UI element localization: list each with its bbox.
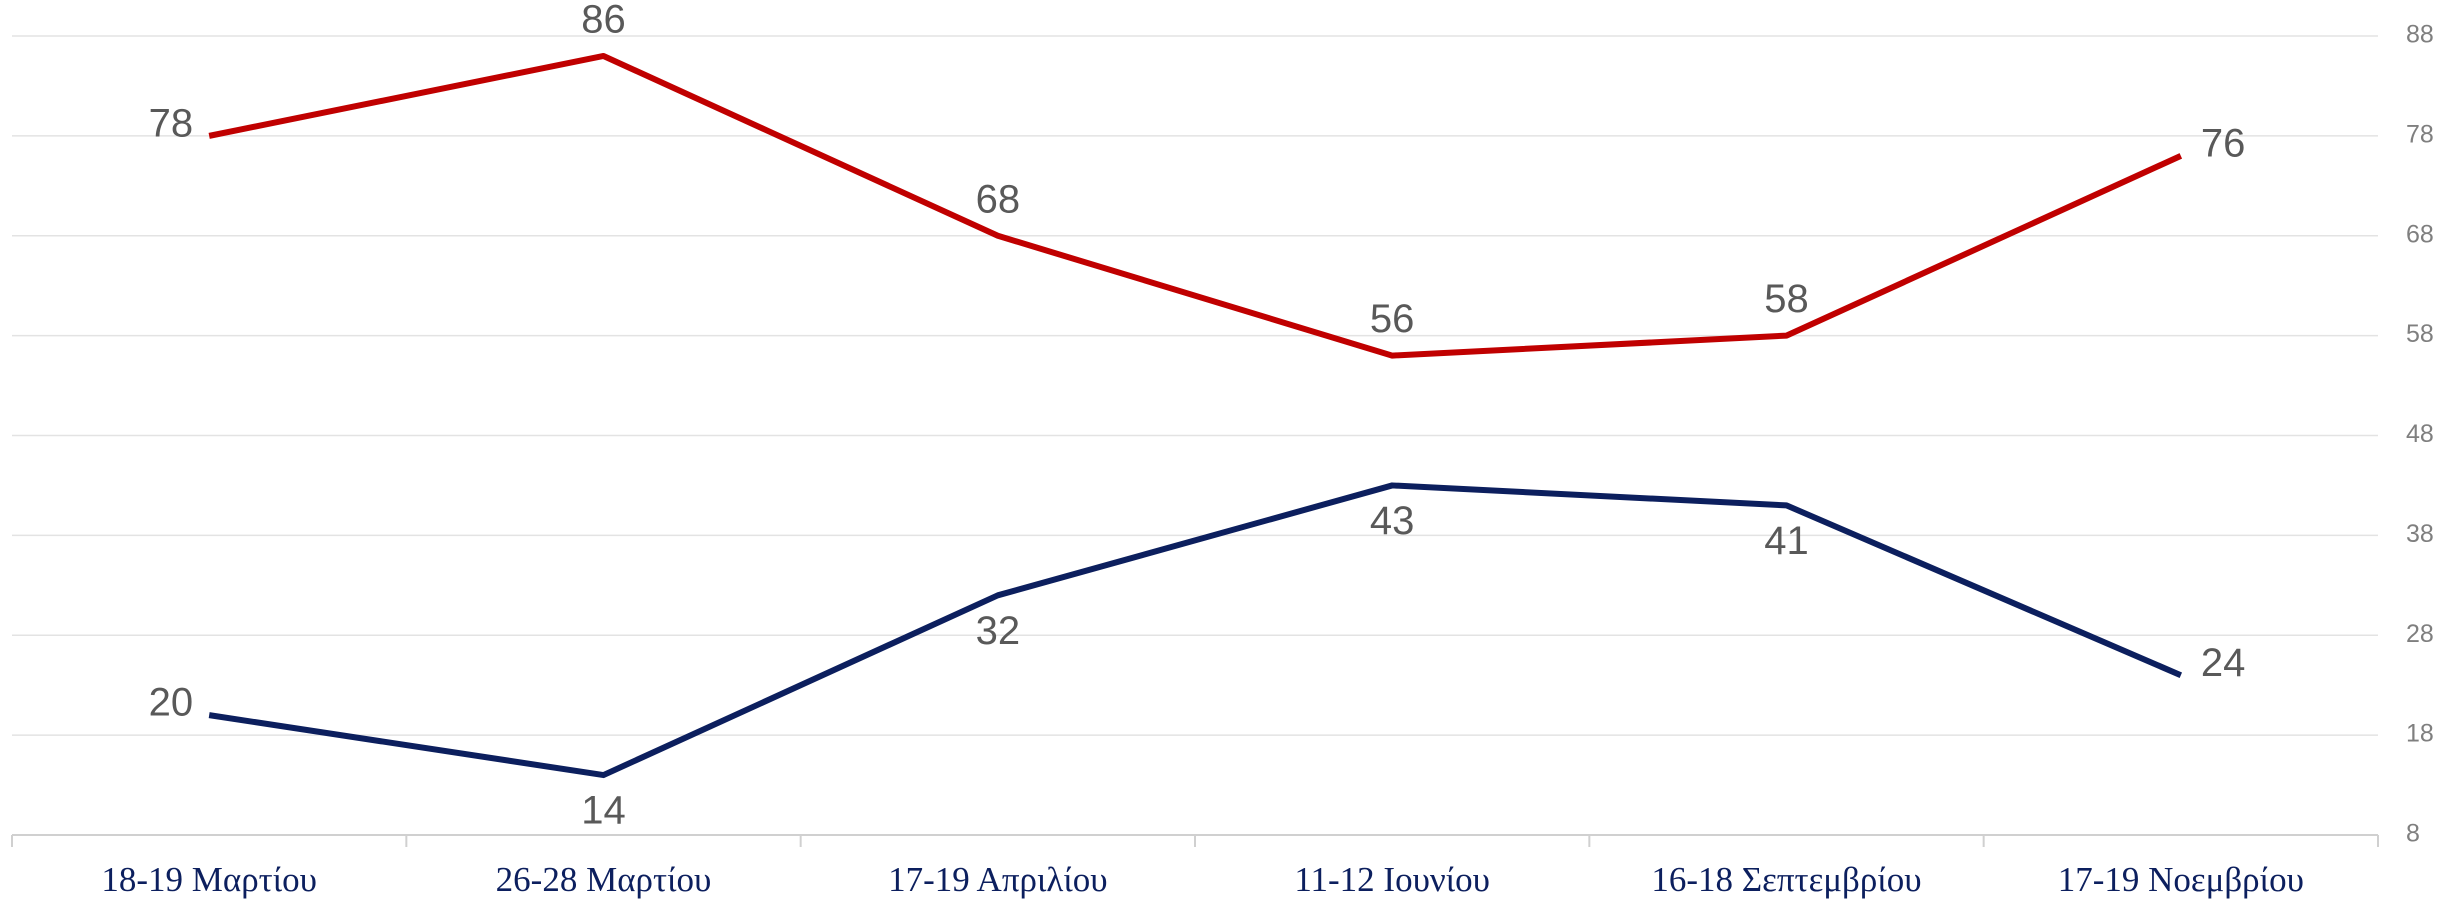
value-label: 78 — [149, 101, 194, 145]
value-label: 56 — [1370, 297, 1415, 341]
value-label: 20 — [149, 681, 194, 725]
value-label: 14 — [581, 789, 626, 833]
y-tick-label: 88 — [2406, 21, 2434, 49]
y-tick-label: 18 — [2406, 720, 2434, 748]
value-label: 43 — [1370, 499, 1415, 543]
series-line — [208, 482, 2183, 779]
y-tick-label: 38 — [2406, 520, 2434, 548]
x-tick-label: 11-12 Ιουνίου — [1294, 860, 1490, 899]
series-line — [208, 52, 2183, 359]
y-tick-label: 68 — [2406, 220, 2434, 248]
value-label: 86 — [581, 0, 626, 42]
value-label: 24 — [2201, 641, 2246, 685]
value-label: 68 — [976, 177, 1021, 221]
x-tick-label: 16-18 Σεπτεμβρίου — [1651, 860, 1921, 899]
x-tick-label: 18-19 Μαρτίου — [101, 860, 317, 899]
y-tick-label: 28 — [2406, 620, 2434, 648]
x-tick-label: 17-19 Νοεμβρίου — [2058, 860, 2304, 899]
value-label: 32 — [976, 609, 1021, 653]
y-tick-label: 48 — [2406, 420, 2434, 448]
y-tick-label: 8 — [2406, 820, 2420, 848]
value-label: 76 — [2201, 121, 2246, 165]
y-tick-label: 78 — [2406, 120, 2434, 148]
y-tick-label: 58 — [2406, 320, 2434, 348]
x-tick-label: 17-19 Απριλίου — [888, 860, 1108, 899]
value-label: 41 — [1764, 519, 1809, 563]
x-tick-label: 26-28 Μαρτίου — [496, 860, 712, 899]
value-label: 58 — [1764, 277, 1809, 321]
